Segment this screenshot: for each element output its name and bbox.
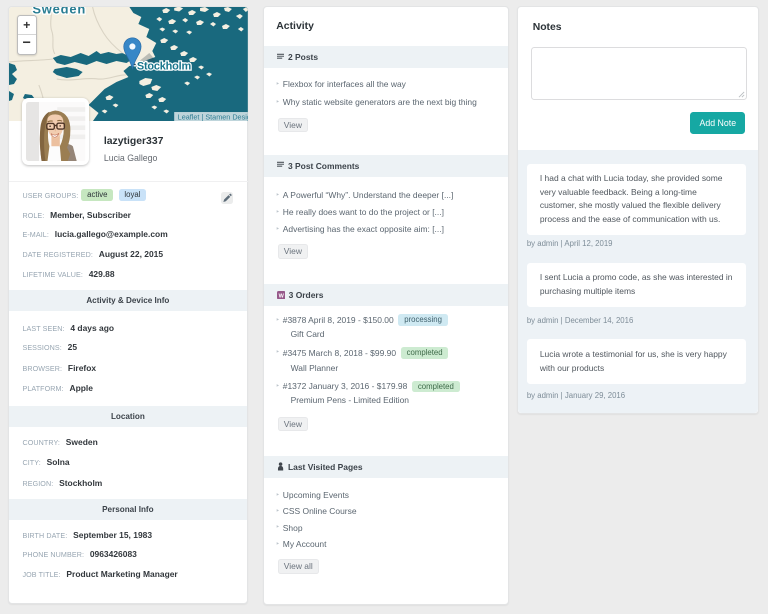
- svg-text:Stockholm: Stockholm: [137, 60, 192, 72]
- svg-text:Sweden: Sweden: [32, 7, 86, 16]
- svg-text:W: W: [279, 293, 285, 299]
- svg-text:Leaflet | Stamen Desig: Leaflet | Stamen Desig: [177, 112, 247, 121]
